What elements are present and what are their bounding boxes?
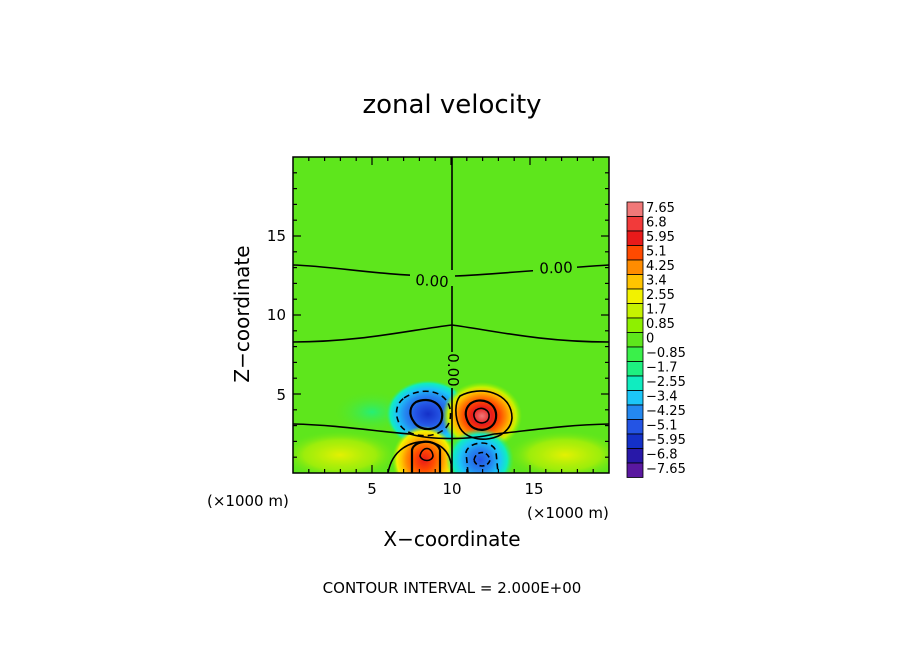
colorbar-level-label: −1.7: [646, 361, 678, 376]
colorbar-level-label: 2.55: [646, 288, 675, 303]
colorbar-swatch: [626, 216, 644, 232]
heatmap-field: 0.00 0.00 0.00: [293, 157, 609, 473]
contour-pos-ring-lower: [387, 440, 453, 473]
y-tick-label-10: 10: [267, 306, 286, 324]
negative-core-lower: [446, 428, 514, 473]
colorbar-level-label: −3.4: [646, 390, 678, 405]
field-warm-patch-left: [293, 430, 400, 473]
colorbar-level-label: 5.95: [646, 230, 675, 245]
colorbar-swatch: [626, 230, 644, 246]
colorbar-level-label: −5.1: [646, 419, 678, 434]
colorbar-swatch: [626, 201, 644, 217]
colorbar: 7.656.85.955.14.253.42.551.70.850−0.85−1…: [626, 201, 686, 478]
colorbar-swatch: [626, 274, 644, 290]
colorbar-level-label: −5.95: [646, 433, 686, 448]
colorbar-level-label: −4.25: [646, 404, 686, 419]
contour-pos-inner-lower: [419, 447, 434, 462]
axis-ticks: [293, 157, 609, 473]
colorbar-level-label: 4.25: [646, 259, 675, 274]
y-tick-label-5: 5: [276, 386, 286, 404]
colorbar-level-label: 3.4: [646, 274, 667, 289]
x-unit-label-right: (×1000 m): [527, 504, 609, 522]
y-tick-label-15: 15: [267, 227, 286, 245]
colorbar-level-label: −2.55: [646, 375, 686, 390]
contour-interval-footer: CONTOUR INTERVAL = 2.000E+00: [323, 579, 582, 597]
colorbar-swatch: [626, 390, 644, 406]
colorbar-swatch: [626, 332, 644, 348]
colorbar-swatch: [626, 462, 644, 478]
colorbar-swatch: [626, 361, 644, 377]
x-unit-label-left: (×1000 m): [207, 492, 289, 510]
colorbar-level-label: 6.8: [646, 216, 667, 231]
colorbar-level-label: −0.85: [646, 346, 686, 361]
colorbar-swatch: [626, 288, 644, 304]
colorbar-level-label: 0: [646, 332, 654, 347]
colorbar-swatch: [626, 259, 644, 275]
chart-title: zonal velocity: [362, 90, 541, 120]
contour-line-zero-upper-right: [454, 264, 609, 277]
contour-pos-core-upper: [464, 399, 498, 431]
colorbar-level-label: −7.65: [646, 462, 686, 477]
colorbar-swatch: [626, 346, 644, 362]
contour-label-1: 0.00: [415, 271, 450, 291]
contour-lines: [293, 157, 609, 473]
contour-pos-ring-upper: [455, 390, 513, 440]
colorbar-level-label: 0.85: [646, 317, 675, 332]
contour-label-2: 0.00: [539, 258, 573, 277]
contour-label-bg-2: [533, 259, 577, 275]
contour-label-bg-1: [410, 270, 454, 286]
field-warm-patch-right: [505, 430, 609, 473]
colorbar-level-label: −6.8: [646, 448, 678, 463]
x-tick-label-5: 5: [367, 480, 377, 498]
contour-neg-ring-upper: [395, 390, 452, 437]
colorbar-swatch: [626, 448, 644, 464]
contour-pos-inner-upper: [473, 407, 490, 424]
colorbar-swatch: [626, 419, 644, 435]
colorbar-swatch: [626, 433, 644, 449]
colorbar-swatch: [626, 404, 644, 420]
contour-neg-core-upper: [409, 398, 444, 431]
colorbar-level-label: 7.65: [646, 201, 675, 216]
contour-line-saddle: [409, 433, 495, 440]
x-tick-label-10: 10: [442, 480, 461, 498]
x-axis-label: X−coordinate: [383, 527, 520, 551]
colorbar-level-label: 5.1: [646, 245, 667, 260]
colorbar-level-label: 1.7: [646, 303, 667, 318]
colorbar-swatch: [626, 303, 644, 319]
contour-neg-ring-lower: [465, 442, 499, 473]
colorbar-swatch: [626, 245, 644, 261]
colorbar-swatch: [626, 317, 644, 333]
y-axis-label: Z−coordinate: [230, 245, 254, 382]
colorbar-swatch: [626, 375, 644, 391]
x-tick-label-15: 15: [524, 480, 543, 498]
contour-label-3: 0.00: [444, 353, 462, 386]
